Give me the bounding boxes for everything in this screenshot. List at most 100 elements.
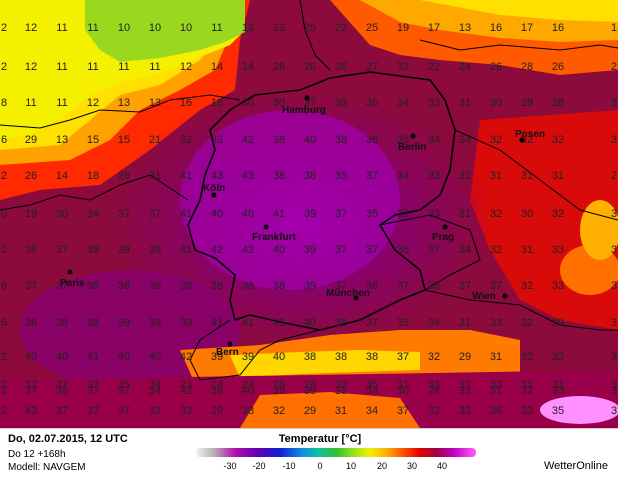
temperature-value: 39	[304, 280, 316, 292]
temperature-value: 39	[149, 244, 161, 256]
temperature-value: 38	[304, 170, 316, 182]
city-label: Frankfurt	[252, 232, 297, 243]
temperature-value: 34	[397, 170, 409, 182]
temperature-value: 33	[521, 379, 533, 391]
temperature-value: 34	[149, 385, 161, 397]
temperature-value: 34	[459, 244, 471, 256]
temperature-value: 13	[149, 97, 161, 109]
temperature-value: 33	[490, 379, 502, 391]
city-label: Bern	[216, 347, 239, 358]
temperature-value: 39	[87, 244, 99, 256]
city-marker	[410, 133, 416, 139]
temperature-value: 38	[335, 134, 347, 146]
temperature-value: 8	[1, 97, 7, 109]
legend-title: Temperatur [°C]	[278, 433, 362, 445]
temperature-value: 35	[397, 134, 409, 146]
temperature-value: 11	[211, 22, 222, 34]
temperature-map: 2 12 11 11 10 10 10 11 13 23 25 22 25 19 17 13 16 17 16 1 2 1…	[0, 0, 618, 428]
temperature-value: 40	[56, 351, 68, 363]
temperature-value: 38	[87, 317, 99, 329]
temperature-value: 33	[552, 385, 564, 397]
temperature-value: 19	[397, 22, 409, 34]
temperature-value: 31	[521, 244, 533, 256]
temperature-value: 23	[273, 22, 285, 34]
temperature-value: 35	[118, 379, 130, 391]
temperature-value: 42	[242, 134, 254, 146]
temperature-value: 34	[366, 385, 378, 397]
temperature-value: 30	[521, 208, 533, 220]
city-marker	[227, 341, 233, 347]
temperature-value: 32	[428, 351, 440, 363]
temperature-value: 35	[552, 405, 564, 417]
temperature-value: 37	[366, 244, 378, 256]
temperature-value: 14	[56, 170, 68, 182]
temperature-value: 35	[397, 317, 409, 329]
temperature-value: 3	[611, 351, 617, 363]
temperature-value: 30	[56, 208, 68, 220]
temperature-value: 31	[490, 385, 502, 397]
temperature-value: 29	[25, 134, 37, 146]
temperature-value: 11	[25, 97, 36, 109]
temperature-value: 38	[56, 317, 68, 329]
temperature-value: 26	[25, 170, 37, 182]
temperature-value: 32	[428, 405, 440, 417]
temperature-value: 3	[611, 134, 617, 146]
temperature-value: 33	[459, 405, 471, 417]
temperature-value: 39	[304, 385, 316, 397]
temperature-value: 39	[273, 385, 285, 397]
temperature-value: 24	[459, 61, 471, 73]
temperature-value: 33	[428, 170, 440, 182]
color-scale-bar	[196, 448, 476, 457]
temperature-value: 38	[366, 280, 378, 292]
temperature-value: 32	[552, 351, 564, 363]
temperature-value: 26	[552, 61, 564, 73]
east-yellow-patch	[580, 200, 618, 260]
temperature-value: 37	[397, 280, 409, 292]
temperature-value: 43	[25, 405, 37, 417]
temperature-value: 2	[611, 61, 617, 73]
temperature-value: 34	[428, 134, 440, 146]
temperature-value: 39	[180, 317, 192, 329]
temperature-value: 29	[521, 97, 533, 109]
poland-border	[454, 129, 618, 221]
temperature-value: 17	[428, 22, 440, 34]
temperature-value: 16	[490, 22, 502, 34]
temperature-value: 37	[56, 379, 68, 391]
temperature-value: 11	[118, 61, 129, 73]
temperature-value: 32	[490, 208, 502, 220]
temperature-value: 32	[521, 385, 533, 397]
scale-tick-label: 10	[345, 461, 357, 471]
czech-border	[379, 214, 481, 291]
scale-tick-label: -30	[223, 461, 237, 471]
temperature-value: 11	[56, 22, 67, 34]
temperature-value: 38	[149, 280, 161, 292]
temperature-value: 29	[552, 317, 564, 329]
temperature-value: 39	[118, 317, 130, 329]
temperature-value: 33	[428, 208, 440, 220]
temperature-value: 32	[552, 134, 564, 146]
temperature-value: 40	[25, 351, 37, 363]
temperature-value: 25	[304, 22, 316, 34]
temperature-value: 11	[87, 22, 98, 34]
temperature-value: 21	[149, 134, 161, 146]
city-marker	[442, 224, 448, 230]
temperature-value: 32	[180, 134, 192, 146]
temperature-value: 33	[149, 405, 161, 417]
temperature-value: 40	[242, 385, 254, 397]
temperature-value: 15	[118, 134, 130, 146]
temperature-value: 43	[211, 170, 223, 182]
temperature-value: 40	[273, 244, 285, 256]
temperature-value: 26	[273, 61, 285, 73]
temperature-value: 38	[118, 280, 130, 292]
temperature-value: 32	[521, 351, 533, 363]
ne-yellow	[420, 0, 618, 22]
temperature-value: 25	[366, 22, 378, 34]
temperature-value: 42	[242, 244, 254, 256]
temperature-value: 12	[25, 61, 37, 73]
temperature-value: 32	[521, 280, 533, 292]
temperature-value: 31	[552, 170, 564, 182]
temperature-value: 2	[1, 61, 7, 73]
temperature-value: 37	[56, 405, 68, 417]
city-label: Posen	[515, 129, 545, 140]
temperature-value: 6	[1, 280, 7, 292]
